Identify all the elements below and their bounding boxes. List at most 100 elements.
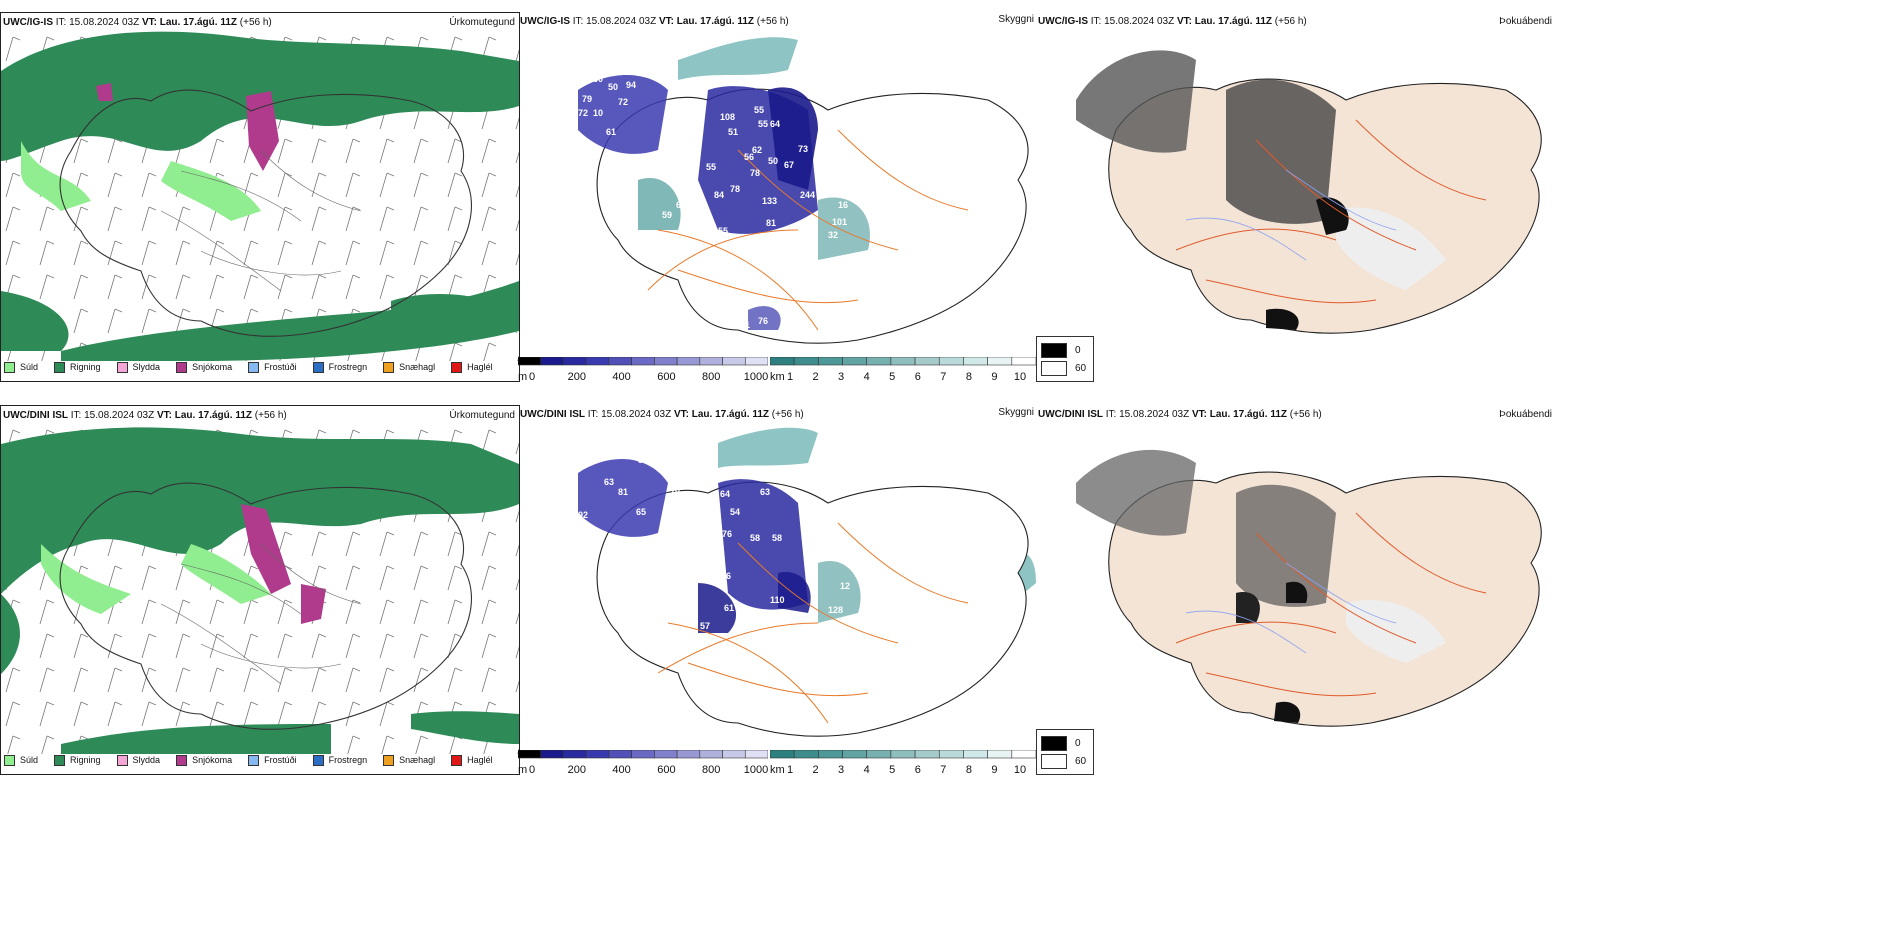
legend-swatch bbox=[451, 361, 463, 373]
visibility-title: Skyggni bbox=[998, 14, 1034, 25]
legend-item: Frostregn bbox=[312, 361, 367, 373]
svg-text:85: 85 bbox=[616, 165, 626, 175]
colorbar-segment bbox=[585, 357, 610, 366]
svg-text:74: 74 bbox=[854, 569, 864, 579]
colorbar-segment bbox=[608, 357, 632, 366]
precip-title: Úrkomutegund bbox=[449, 410, 515, 421]
legend-swatch bbox=[54, 754, 66, 766]
tick-label: 400 bbox=[612, 371, 631, 380]
svg-text:72: 72 bbox=[578, 108, 588, 118]
visibility-values: 73 36 63 81 65 92 70 64 63 54 76 58 58 1… bbox=[576, 437, 864, 631]
tick-label: 7 bbox=[940, 371, 947, 380]
tick-label: 1000 bbox=[743, 764, 769, 773]
colorbar-segment bbox=[518, 750, 542, 759]
tick-label: 1 bbox=[786, 764, 794, 773]
legend-item: Snæhagl bbox=[383, 754, 435, 766]
top-cloud-panel: UWC/IG-IS IT: 15.08.2024 03Z VT: Lau. 17… bbox=[1036, 12, 1556, 380]
colorbar-segment bbox=[793, 750, 819, 759]
tick-label: 4 bbox=[863, 764, 870, 773]
colorbar-segment bbox=[818, 357, 843, 366]
legend-swatch bbox=[4, 754, 15, 766]
svg-text:59: 59 bbox=[662, 210, 672, 220]
svg-text:55: 55 bbox=[718, 226, 728, 236]
legend-swatch bbox=[451, 754, 463, 766]
tick-label: 600 bbox=[657, 764, 676, 773]
km-ticks: 1 2 3 4 5 6 7 8 9 10 bbox=[786, 371, 1026, 380]
fog-legend-white bbox=[1041, 754, 1067, 769]
top-visibility-header: UWC/IG-IS IT: 15.08.2024 03Z VT: Lau. 17… bbox=[520, 16, 789, 27]
km-bar-svg bbox=[770, 357, 1036, 366]
legend-item: Rigning bbox=[54, 754, 101, 766]
fog-legend-top: 0 60 bbox=[1036, 336, 1094, 382]
bottom-precip-header: UWC/DINI ISL IT: 15.08.2024 03Z VT: Lau.… bbox=[3, 410, 287, 421]
colorbar-segment bbox=[987, 357, 1013, 366]
cloud-title: Þokuábendi bbox=[1499, 409, 1552, 420]
precip-legend: Súld Rigning Slydda Snjókoma Frostúði Fr… bbox=[4, 750, 509, 770]
svg-text:73: 73 bbox=[798, 144, 808, 154]
colorbar-segment bbox=[938, 750, 964, 759]
colorbar-segment bbox=[676, 357, 701, 366]
svg-text:81: 81 bbox=[618, 487, 628, 497]
colorbar-segment bbox=[699, 750, 723, 759]
svg-text:76: 76 bbox=[722, 529, 732, 539]
svg-text:65: 65 bbox=[636, 507, 646, 517]
legend-item: Snjókoma bbox=[176, 754, 232, 766]
tick-label: 8 bbox=[965, 764, 972, 773]
legend-item: Frostregn bbox=[312, 754, 367, 766]
svg-text:61: 61 bbox=[606, 127, 616, 137]
legend-item: Súld bbox=[4, 754, 38, 766]
height-bar-svg bbox=[518, 357, 768, 366]
fog-legend-row: 60 bbox=[1041, 754, 1086, 769]
svg-text:128: 128 bbox=[828, 605, 843, 615]
colorbar-segment bbox=[1011, 750, 1036, 759]
tick-label: 0 bbox=[528, 371, 536, 380]
tick-label: 1 bbox=[786, 371, 794, 380]
svg-text:67: 67 bbox=[784, 160, 794, 170]
model-name: UWC/DINI ISL bbox=[3, 410, 68, 421]
top-cloud-header: UWC/IG-IS IT: 15.08.2024 03Z VT: Lau. 17… bbox=[1038, 16, 1307, 27]
legend-swatch bbox=[383, 754, 395, 766]
svg-text:61: 61 bbox=[724, 603, 734, 613]
svg-text:37: 37 bbox=[858, 190, 868, 200]
svg-text:54: 54 bbox=[704, 234, 714, 244]
svg-text:79: 79 bbox=[582, 94, 592, 104]
km-ticks: 1 2 3 4 5 6 7 8 9 10 bbox=[786, 764, 1026, 773]
legend-item: Snjókoma bbox=[176, 361, 232, 373]
colorbar-segment bbox=[563, 750, 587, 759]
legend-item: Súld bbox=[4, 361, 38, 373]
model-name: UWC/IG-IS bbox=[1038, 16, 1088, 27]
colorbar-segment bbox=[631, 750, 655, 759]
bottom-visibility-header: UWC/DINI ISL IT: 15.08.2024 03Z VT: Lau.… bbox=[520, 409, 804, 420]
height-colorbar: m 0 200 400 600 800 1000 bbox=[518, 357, 768, 380]
svg-text:64: 64 bbox=[720, 489, 730, 499]
svg-text:50: 50 bbox=[593, 74, 603, 84]
svg-text:32: 32 bbox=[828, 230, 838, 240]
svg-text:55: 55 bbox=[754, 105, 764, 115]
model-name: UWC/IG-IS bbox=[520, 16, 570, 27]
svg-text:76: 76 bbox=[606, 57, 616, 67]
svg-text:72: 72 bbox=[618, 97, 628, 107]
svg-text:16: 16 bbox=[838, 200, 848, 210]
fog-legend-row: 60 bbox=[1041, 361, 1086, 376]
svg-text:73: 73 bbox=[630, 437, 640, 447]
legend-swatch bbox=[116, 361, 128, 373]
model-name: UWC/DINI ISL bbox=[1038, 409, 1103, 420]
height-unit: m bbox=[518, 371, 528, 380]
svg-text:70: 70 bbox=[670, 487, 680, 497]
precip-map bbox=[1, 424, 519, 754]
tick-label: 8 bbox=[965, 371, 972, 380]
fog-map bbox=[1076, 50, 1542, 334]
legend-item: Frostúði bbox=[248, 754, 297, 766]
model-name: UWC/IG-IS bbox=[3, 17, 53, 28]
legend-swatch bbox=[248, 361, 260, 373]
legend-swatch bbox=[176, 754, 188, 766]
colorbar-segment bbox=[744, 357, 768, 366]
visibility-map: 73 36 63 81 65 92 70 64 63 54 76 58 58 1… bbox=[576, 427, 1036, 737]
svg-text:76: 76 bbox=[758, 316, 768, 326]
svg-text:58: 58 bbox=[772, 533, 782, 543]
svg-text:101: 101 bbox=[832, 217, 847, 227]
colorbar-segment bbox=[608, 750, 632, 759]
svg-text:106: 106 bbox=[716, 571, 731, 581]
colorbar-segment bbox=[631, 357, 655, 366]
svg-text:65: 65 bbox=[688, 197, 698, 207]
